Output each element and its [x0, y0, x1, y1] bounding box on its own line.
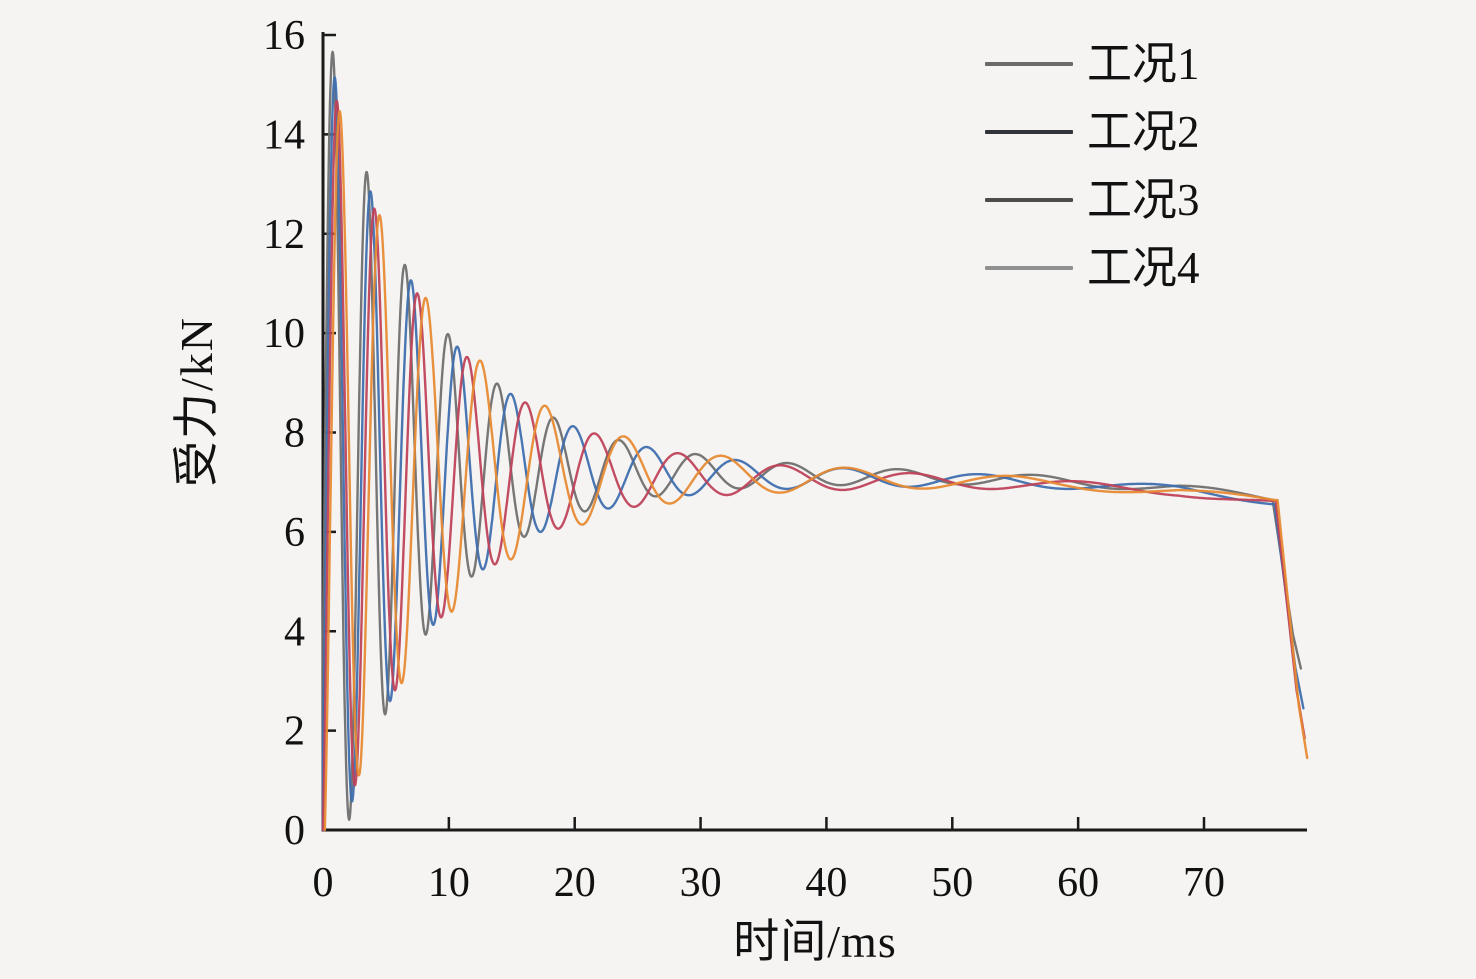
- svg-text:4: 4: [284, 609, 305, 655]
- svg-text:2: 2: [284, 709, 305, 755]
- svg-text:8: 8: [284, 411, 305, 457]
- svg-text:0: 0: [313, 860, 334, 906]
- legend-item: 工况3: [985, 176, 1200, 224]
- svg-text:20: 20: [554, 860, 596, 906]
- legend-item: 工况1: [985, 40, 1200, 88]
- legend: 工况1 工况2 工况3 工况4: [985, 40, 1200, 292]
- svg-text:30: 30: [680, 860, 722, 906]
- svg-text:40: 40: [805, 860, 847, 906]
- svg-text:14: 14: [263, 112, 305, 158]
- legend-item-label: 工况4: [1087, 242, 1200, 293]
- legend-line-swatch: [985, 62, 1073, 66]
- x-axis-label: 时间/ms: [733, 916, 897, 967]
- svg-text:12: 12: [263, 212, 305, 258]
- y-axis-label: 受力/kN: [171, 316, 222, 487]
- legend-line-swatch: [985, 198, 1073, 202]
- legend-item-label: 工况1: [1087, 38, 1200, 89]
- svg-text:16: 16: [263, 13, 305, 59]
- legend-item: 工况2: [985, 108, 1200, 156]
- svg-text:60: 60: [1057, 860, 1099, 906]
- legend-line-swatch: [985, 130, 1073, 134]
- svg-text:50: 50: [931, 860, 973, 906]
- svg-text:10: 10: [428, 860, 470, 906]
- svg-text:0: 0: [284, 808, 305, 854]
- svg-text:70: 70: [1183, 860, 1225, 906]
- legend-line-swatch: [985, 266, 1073, 270]
- legend-item-label: 工况2: [1087, 106, 1200, 157]
- svg-text:6: 6: [284, 510, 305, 556]
- svg-text:10: 10: [263, 311, 305, 357]
- legend-item: 工况4: [985, 244, 1200, 292]
- legend-item-label: 工况3: [1087, 174, 1200, 225]
